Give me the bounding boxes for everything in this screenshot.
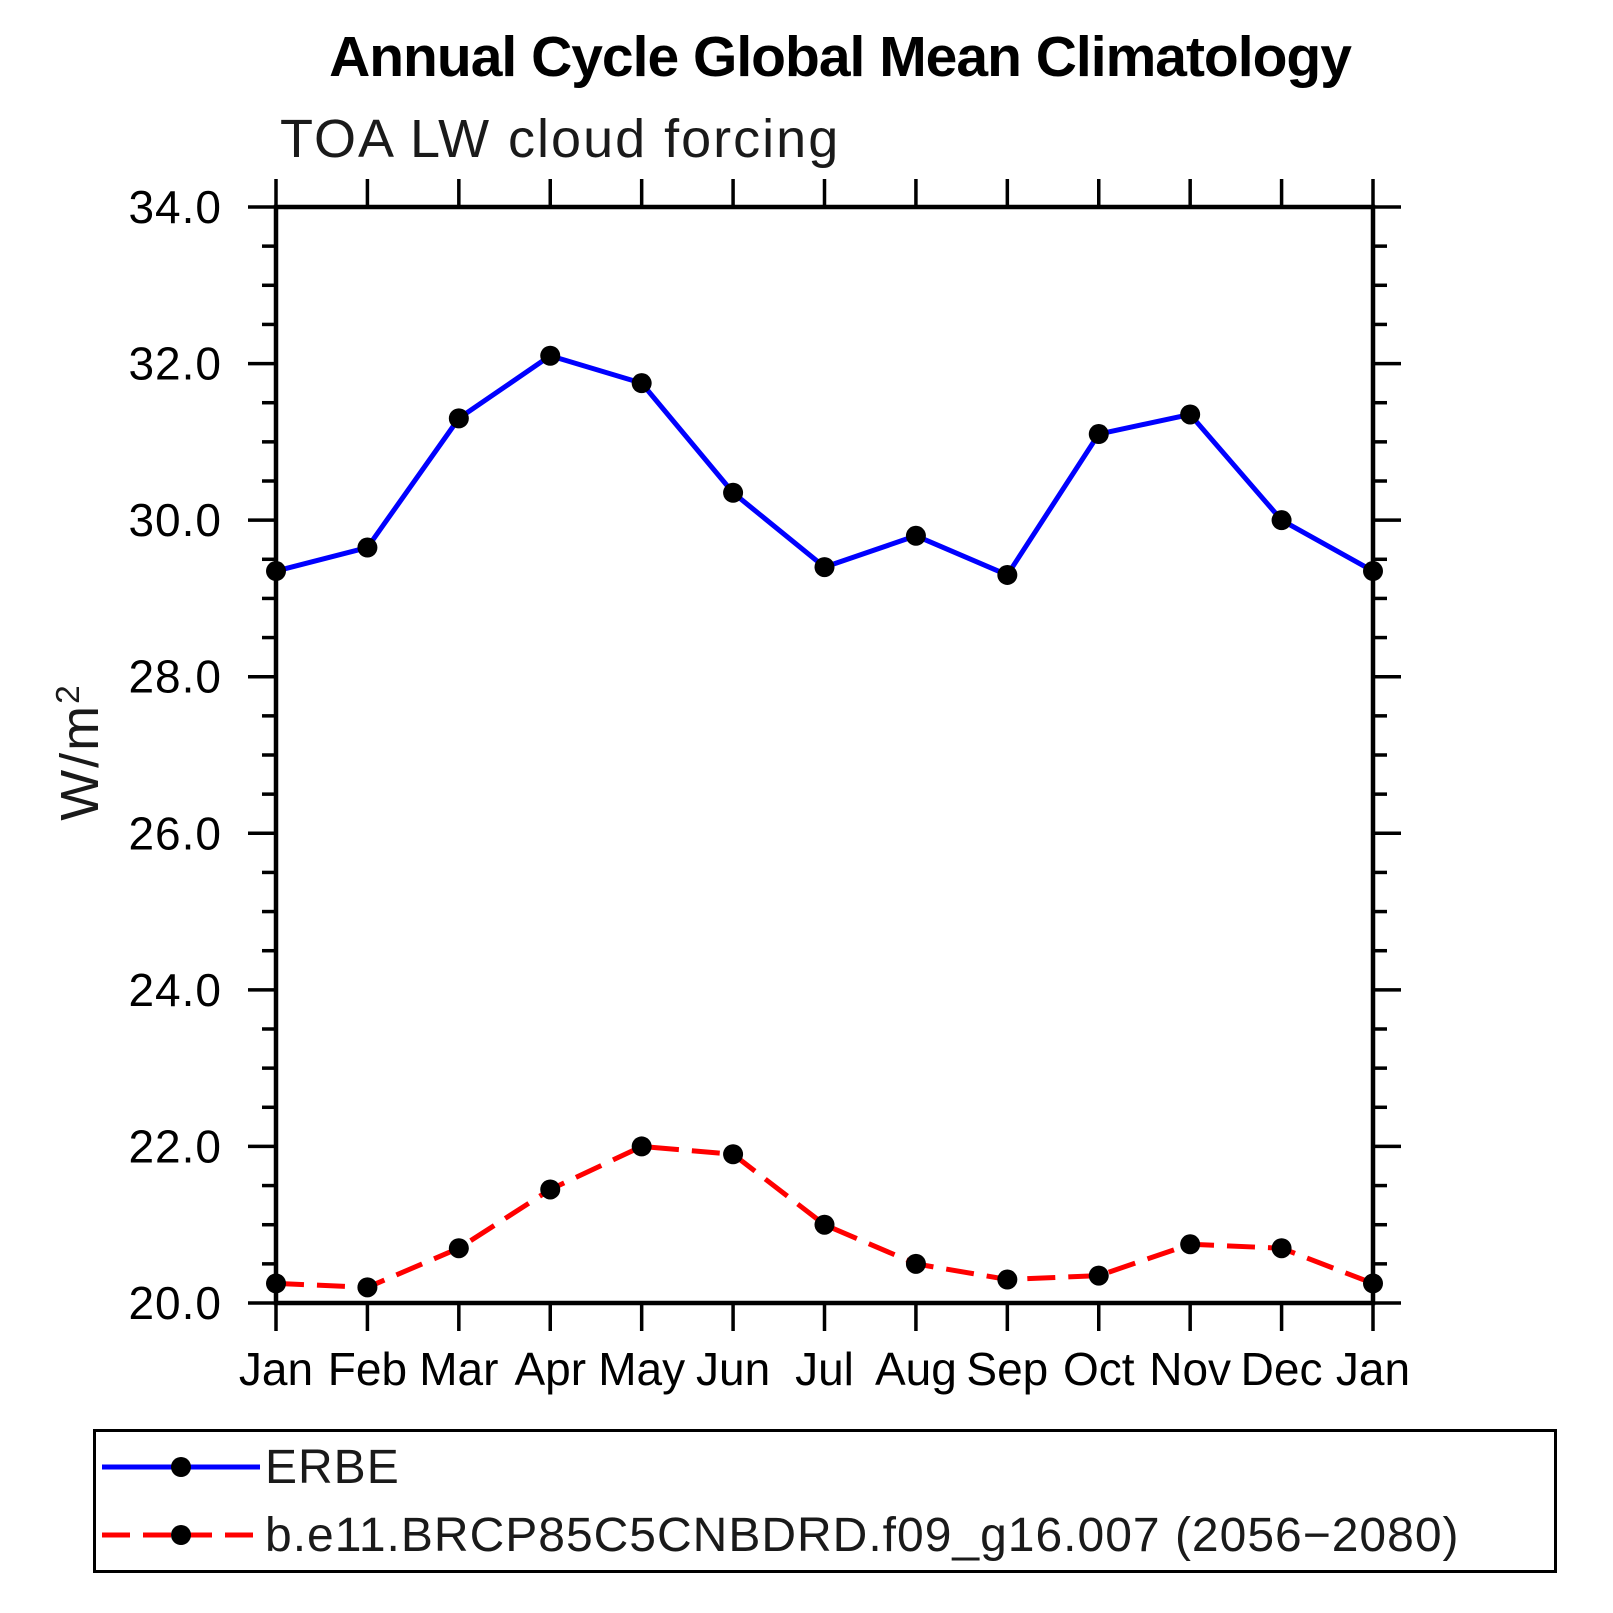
y-tick-label: 24.0: [128, 964, 222, 1016]
data-point-marker: [905, 525, 926, 546]
data-point-marker: [448, 1238, 469, 1259]
data-point-marker: [1088, 424, 1109, 445]
y-tick-label: 30.0: [128, 494, 222, 546]
data-point-marker: [266, 1273, 286, 1294]
data-point-marker: [723, 482, 744, 503]
data-point-marker: [1363, 561, 1383, 582]
data-point-marker: [1088, 1265, 1109, 1286]
legend-line-sample-model: [102, 1525, 260, 1545]
x-tick-label: Jun: [696, 1343, 770, 1395]
series-model: [266, 1136, 1383, 1298]
legend-item: ERBE: [96, 1434, 1554, 1500]
legend-label-model: b.e11.BRCP85C5CNBDRD.f09_g16.007 (2056−2…: [265, 1508, 1460, 1562]
y-tick-label: 26.0: [128, 807, 222, 859]
data-point-marker: [357, 1277, 378, 1298]
y-tick-label: 32.0: [128, 338, 222, 390]
y-tick-label: 34.0: [128, 181, 222, 233]
data-point-marker: [814, 557, 835, 578]
series-erbe: [266, 345, 1383, 585]
data-point-marker: [1271, 1238, 1292, 1259]
axis-frame: [273, 204, 1376, 1306]
data-point-marker: [1180, 404, 1201, 425]
data-point-marker: [540, 1179, 561, 1200]
x-tick-label: Apr: [514, 1343, 586, 1395]
data-point-marker: [1271, 510, 1292, 531]
legend-label-erbe: ERBE: [265, 1440, 400, 1494]
x-axis: Jan Feb Mar Apr May Jun Jul Aug Sep Oct Nov Dec Jan: [239, 179, 1410, 1395]
legend: ERBE b.e11.BRCP85C5CNBDRD.f09_g16.007 (2…: [93, 1429, 1557, 1573]
data-point-marker: [723, 1144, 744, 1165]
x-tick-label: Jan: [239, 1343, 313, 1395]
data-point-marker: [357, 537, 378, 558]
data-point-marker: [1363, 1273, 1383, 1294]
y-tick-label: 20.0: [128, 1277, 222, 1329]
x-tick-label: Sep: [966, 1343, 1048, 1395]
x-tick-label: Nov: [1149, 1343, 1231, 1395]
data-point-marker: [540, 345, 561, 366]
data-point-marker: [448, 408, 469, 429]
y-axis: 20.0 22.0 24.0 26.0 28.0 30.0 32.0 34.0: [128, 181, 1401, 1329]
data-point-marker: [814, 1214, 835, 1235]
x-tick-label: Dec: [1241, 1343, 1323, 1395]
data-point-marker: [631, 373, 652, 394]
x-tick-label: Aug: [875, 1343, 957, 1395]
x-tick-label: Jan: [1336, 1343, 1410, 1395]
x-tick-label: Oct: [1063, 1343, 1135, 1395]
x-tick-label: Mar: [419, 1343, 498, 1395]
chart-subtitle: TOA LW cloud forcing: [280, 109, 841, 169]
data-point-marker: [997, 1269, 1018, 1290]
y-tick-label: 28.0: [128, 651, 222, 703]
chart-title: Annual Cycle Global Mean Climatology: [329, 25, 1352, 89]
legend-line-sample-erbe: [102, 1457, 260, 1477]
y-tick-label: 22.0: [128, 1120, 222, 1172]
data-point-marker: [1180, 1234, 1201, 1255]
data-point-marker: [631, 1136, 652, 1157]
data-point-marker: [905, 1253, 926, 1274]
data-point-marker: [266, 561, 286, 582]
x-tick-label: Jul: [795, 1343, 854, 1395]
x-tick-label: May: [598, 1343, 685, 1395]
data-point-marker: [997, 564, 1018, 585]
legend-item: b.e11.BRCP85C5CNBDRD.f09_g16.007 (2056−2…: [96, 1502, 1554, 1568]
x-tick-label: Feb: [328, 1343, 407, 1395]
